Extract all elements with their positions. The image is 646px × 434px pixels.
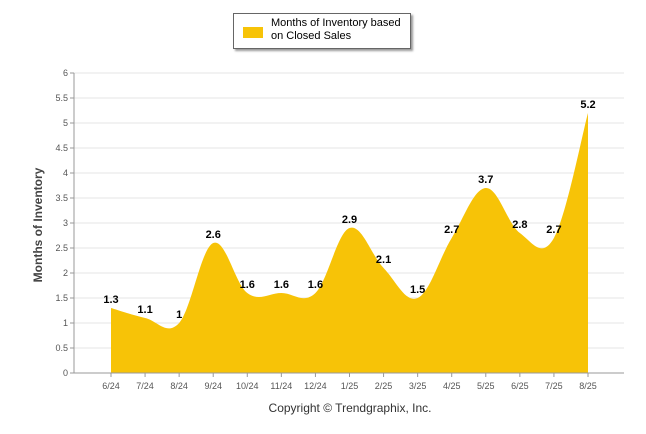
y-tick-label: 0: [63, 368, 68, 378]
x-tick-label: 8/24: [170, 381, 188, 391]
x-tick-label: 6/25: [511, 381, 529, 391]
copyright-text: Copyright © Trendgraphix, Inc.: [268, 401, 432, 415]
legend: Months of Inventory based on Closed Sale…: [233, 13, 411, 49]
data-label: 2.8: [512, 219, 527, 231]
data-label: 1.6: [274, 279, 289, 291]
y-tick-label: 4.5: [55, 143, 68, 153]
x-tick-label: 5/25: [477, 381, 495, 391]
data-label: 2.1: [376, 254, 391, 266]
x-tick-label: 7/25: [545, 381, 563, 391]
data-labels: 1.3 1.1 1 2.6 1.6 1.6 1.6 2.9 2.1 1.5 2.7 3.7 2.8 2.7…: [103, 99, 595, 321]
x-axis-ticks: 6/24 7/24 8/24 9/24 10/24 11/24 12/24 1/25 2/25 3…: [102, 373, 597, 391]
data-label: 2.7: [444, 224, 459, 236]
x-tick-label: 3/25: [409, 381, 427, 391]
y-tick-label: 2: [63, 268, 68, 278]
x-tick-label: 1/25: [341, 381, 359, 391]
data-label: 2.7: [546, 224, 561, 236]
legend-swatch: [243, 27, 263, 38]
y-axis-ticks: 0 0.5 1 1.5 2 2.5 3 3.5 4 4.5 5 5.5 6: [55, 68, 74, 378]
series-area: [111, 113, 588, 373]
x-tick-label: 7/24: [136, 381, 154, 391]
y-tick-label: 0.5: [55, 343, 68, 353]
x-tick-label: 9/24: [204, 381, 222, 391]
y-tick-label: 6: [63, 68, 68, 78]
x-tick-label: 12/24: [304, 381, 327, 391]
y-tick-label: 2.5: [55, 243, 68, 253]
data-label: 1.6: [308, 279, 323, 291]
data-label: 1.6: [240, 279, 255, 291]
y-tick-label: 5: [63, 118, 68, 128]
data-label: 1.1: [137, 304, 152, 316]
y-tick-label: 4: [63, 168, 68, 178]
y-axis-label: Months of Inventory: [31, 167, 45, 283]
data-label: 3.7: [478, 174, 493, 186]
y-tick-label: 3: [63, 218, 68, 228]
data-label: 1.5: [410, 284, 425, 296]
x-tick-label: 4/25: [443, 381, 461, 391]
y-tick-label: 3.5: [55, 193, 68, 203]
x-tick-label: 10/24: [236, 381, 259, 391]
data-label: 1: [176, 309, 182, 321]
y-tick-label: 1.5: [55, 293, 68, 303]
data-label: 2.6: [206, 229, 221, 241]
y-tick-label: 5.5: [55, 93, 68, 103]
legend-label: Months of Inventory based on Closed Sale…: [271, 17, 401, 42]
x-tick-label: 11/24: [270, 381, 292, 391]
data-label: 2.9: [342, 214, 357, 226]
y-tick-label: 1: [63, 318, 68, 328]
data-label: 5.2: [580, 99, 595, 111]
x-tick-label: 2/25: [375, 381, 393, 391]
x-tick-label: 8/25: [579, 381, 597, 391]
x-tick-label: 6/24: [102, 381, 120, 391]
data-label: 1.3: [103, 294, 118, 306]
